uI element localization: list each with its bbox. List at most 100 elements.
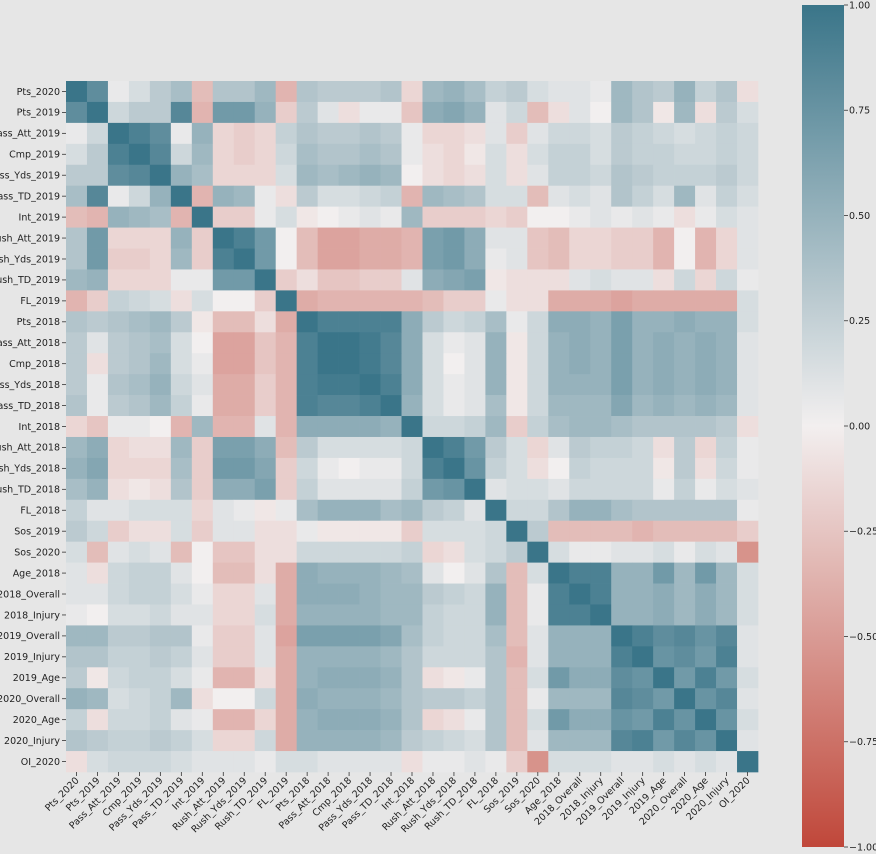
heatmap-cell xyxy=(86,185,109,207)
heatmap-cell xyxy=(107,101,130,124)
heatmap-cell xyxy=(191,520,214,543)
heatmap-cell xyxy=(527,143,549,166)
heatmap-cell xyxy=(170,625,193,647)
heatmap-cell xyxy=(695,143,717,166)
heatmap-cell xyxy=(359,583,381,605)
heatmap-cell xyxy=(674,457,696,480)
heatmap-cell xyxy=(128,499,151,522)
heatmap-cell xyxy=(590,562,612,584)
heatmap-cell xyxy=(569,311,591,333)
heatmap-cell xyxy=(86,520,109,543)
heatmap-cell xyxy=(359,688,381,710)
y-tick-label: Int_2018 xyxy=(19,422,60,433)
heatmap-cell xyxy=(149,730,172,752)
heatmap-cell xyxy=(653,604,675,626)
heatmap-cell xyxy=(464,332,486,354)
heatmap-cell xyxy=(233,457,256,480)
heatmap-cell xyxy=(338,709,360,731)
heatmap-cell xyxy=(737,353,759,375)
heatmap-cell xyxy=(380,143,402,166)
heatmap-cell xyxy=(695,227,717,249)
heatmap-cell xyxy=(674,541,696,563)
heatmap-cell xyxy=(422,436,444,459)
heatmap-cell xyxy=(527,395,549,417)
heatmap-cell xyxy=(380,81,402,103)
heatmap-cell xyxy=(317,646,339,668)
heatmap-cell xyxy=(380,583,402,605)
heatmap-cell xyxy=(380,499,402,522)
heatmap-cell xyxy=(569,81,591,103)
heatmap-cell xyxy=(674,416,696,438)
heatmap-cell xyxy=(296,332,318,354)
heatmap-cell xyxy=(527,290,549,312)
heatmap-cell xyxy=(212,248,235,270)
heatmap-cell xyxy=(569,227,591,249)
heatmap-cell xyxy=(296,395,318,417)
heatmap-cell xyxy=(506,667,528,689)
heatmap-cell xyxy=(443,478,465,501)
heatmap-cell xyxy=(254,206,277,228)
heatmap-cell xyxy=(464,311,486,333)
heatmap-cell xyxy=(506,520,528,543)
heatmap-cell xyxy=(422,374,444,396)
heatmap-cell xyxy=(107,646,130,668)
heatmap-cell xyxy=(611,248,633,270)
heatmap-cell xyxy=(191,604,214,626)
heatmap-cell xyxy=(632,751,654,773)
heatmap-cell xyxy=(632,395,654,417)
heatmap-cell xyxy=(653,667,675,689)
heatmap-cell xyxy=(275,520,298,543)
heatmap-cell xyxy=(149,353,172,375)
heatmap-cell xyxy=(422,143,444,166)
heatmap-cell xyxy=(695,206,717,228)
heatmap-cell xyxy=(149,625,172,647)
heatmap-cell xyxy=(401,206,423,228)
heatmap-cell xyxy=(107,730,130,752)
heatmap-cell xyxy=(149,206,172,228)
heatmap-cell xyxy=(380,101,402,124)
heatmap-cell xyxy=(464,520,486,543)
heatmap-cell xyxy=(296,625,318,647)
heatmap-cell xyxy=(653,751,675,773)
heatmap-cell xyxy=(170,730,193,752)
heatmap-cell xyxy=(401,122,423,145)
heatmap-cell xyxy=(527,185,549,207)
heatmap-cell xyxy=(275,81,298,103)
heatmap-cell xyxy=(527,730,549,752)
heatmap-cell xyxy=(527,122,549,145)
heatmap-cell xyxy=(695,751,717,773)
heatmap-cell xyxy=(527,688,549,710)
heatmap-cell xyxy=(128,122,151,145)
heatmap-cell xyxy=(401,499,423,522)
heatmap-cell xyxy=(464,667,486,689)
heatmap-cell xyxy=(128,478,151,501)
heatmap-cell xyxy=(317,332,339,354)
heatmap-cell xyxy=(443,688,465,710)
heatmap-cell xyxy=(149,604,172,626)
heatmap-cell xyxy=(86,311,109,333)
heatmap-cell xyxy=(422,185,444,207)
heatmap-cell xyxy=(275,709,298,731)
heatmap-cell xyxy=(86,625,109,647)
heatmap-cell xyxy=(233,562,256,584)
heatmap-cell xyxy=(548,122,570,145)
heatmap-cell xyxy=(569,688,591,710)
heatmap-cell xyxy=(338,227,360,249)
heatmap-cell xyxy=(149,751,172,773)
y-tick-label: Pass_TD_2019 xyxy=(0,191,60,202)
colorbar-tick-label: 0.25 xyxy=(849,316,870,327)
heatmap-cell xyxy=(338,751,360,773)
heatmap-cell xyxy=(737,101,759,124)
heatmap-cell xyxy=(674,583,696,605)
heatmap-cell xyxy=(338,436,360,459)
heatmap-cell xyxy=(66,646,88,668)
heatmap-cell xyxy=(569,353,591,375)
heatmap-cell xyxy=(170,395,193,417)
y-tick-label: Age_2018 xyxy=(13,568,60,579)
heatmap-cell xyxy=(674,290,696,312)
heatmap-cell xyxy=(422,101,444,124)
heatmap-cell xyxy=(66,81,88,103)
heatmap-cell xyxy=(317,290,339,312)
heatmap-cell xyxy=(212,646,235,668)
heatmap-cell xyxy=(716,520,738,543)
